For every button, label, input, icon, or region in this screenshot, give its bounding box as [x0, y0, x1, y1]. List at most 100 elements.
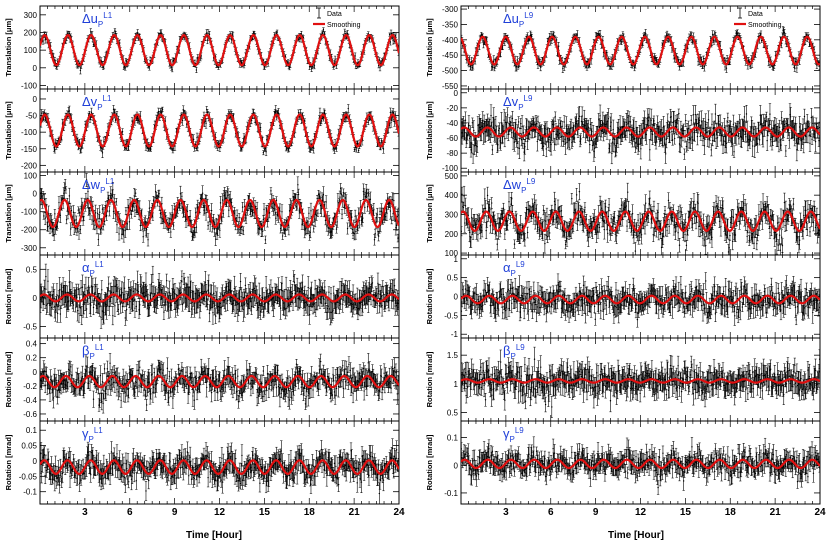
data-point — [80, 148, 82, 150]
y-tick-label-left-1-1: -150 — [21, 145, 38, 154]
data-point — [75, 219, 77, 221]
data-point — [136, 117, 139, 120]
panel-left-1: -200 -150 -100 -50 0 Translation [μm] ΔvPL1 — [4, 88, 400, 173]
data-point — [392, 112, 394, 114]
data-point — [344, 30, 346, 32]
data-point — [97, 238, 100, 241]
panel-title-left-0: ΔuPL1 — [82, 11, 113, 29]
data-point — [70, 228, 72, 230]
smoothing-line-left-0 — [40, 33, 399, 67]
data-point — [63, 192, 65, 194]
data-point — [388, 33, 391, 36]
data-point — [309, 148, 311, 151]
y-axis-label-left-0: Translation [μm] — [4, 18, 13, 77]
data-series-left-1 — [40, 104, 399, 159]
data-point — [90, 111, 93, 114]
data-point — [195, 147, 198, 150]
data-point — [378, 59, 381, 61]
y-tick-label-left-0-1: 0 — [33, 64, 38, 73]
data-point — [68, 110, 71, 112]
data-point — [393, 121, 396, 123]
data-point — [379, 66, 381, 69]
data-point — [44, 217, 46, 220]
data-point — [276, 31, 278, 33]
data-point — [264, 147, 267, 150]
data-point — [274, 111, 276, 113]
data-point — [110, 192, 112, 195]
data-point — [113, 198, 115, 200]
panel-title-left-1: ΔvPL1 — [82, 94, 112, 112]
data-point — [208, 33, 211, 35]
data-point — [103, 220, 106, 223]
data-point — [259, 127, 262, 129]
data-point — [125, 143, 127, 145]
data-point — [297, 112, 300, 114]
data-point — [206, 32, 208, 34]
data-point — [94, 212, 97, 214]
data-point — [112, 189, 114, 191]
data-point — [87, 190, 89, 193]
data-point — [41, 196, 43, 198]
data-point — [319, 112, 321, 114]
data-point — [83, 215, 85, 218]
data-point — [74, 219, 76, 221]
data-point — [123, 66, 125, 68]
data-point — [78, 211, 81, 214]
data-point — [96, 212, 99, 215]
data-point — [85, 179, 88, 181]
data-point — [128, 145, 130, 148]
data-point — [275, 109, 277, 111]
data-point — [108, 210, 111, 212]
data-point — [105, 214, 108, 217]
data-point — [65, 189, 67, 191]
y-tick-label-left-2-1: -200 — [21, 226, 38, 235]
data-point — [63, 189, 66, 192]
data-point — [79, 228, 82, 231]
data-point — [121, 130, 124, 133]
data-point — [323, 112, 325, 114]
data-point — [66, 32, 68, 34]
data-point — [43, 198, 46, 201]
data-point — [243, 137, 245, 139]
data-point — [40, 192, 42, 195]
y-axis-label-left-1: Translation [μm] — [4, 101, 13, 160]
data-point — [266, 139, 268, 141]
legend-data-label: Data — [327, 11, 342, 18]
data-point — [171, 68, 173, 71]
y-tick-label-left-2-3: 0 — [33, 190, 38, 199]
data-point — [322, 116, 325, 119]
data-point — [148, 66, 151, 68]
data-point — [54, 226, 57, 229]
data-point — [382, 148, 385, 150]
y-tick-label-left-1-0: -200 — [21, 161, 38, 170]
data-point — [390, 121, 392, 124]
data-point — [102, 225, 104, 228]
data-point — [160, 31, 162, 33]
panel-title-sup: L1 — [103, 11, 112, 20]
data-point — [87, 207, 90, 210]
legend-left-0: Data Smoothing — [313, 7, 361, 29]
data-point — [320, 120, 323, 122]
data-point — [79, 150, 82, 152]
data-point — [335, 147, 338, 149]
data-point — [115, 201, 117, 203]
data-point — [137, 119, 140, 122]
data-point — [262, 151, 265, 154]
data-point — [125, 60, 127, 62]
data-point — [111, 194, 113, 197]
data-point — [357, 149, 360, 152]
data-point — [79, 69, 82, 72]
data-point — [46, 222, 48, 224]
data-point — [119, 217, 121, 220]
data-point — [59, 214, 62, 217]
data-point — [322, 32, 324, 34]
data-point — [240, 148, 242, 150]
data-point — [116, 224, 118, 226]
data-point — [159, 111, 162, 113]
data-point — [77, 209, 80, 211]
data-point — [101, 152, 104, 154]
data-point — [54, 213, 56, 215]
data-point — [70, 34, 72, 37]
